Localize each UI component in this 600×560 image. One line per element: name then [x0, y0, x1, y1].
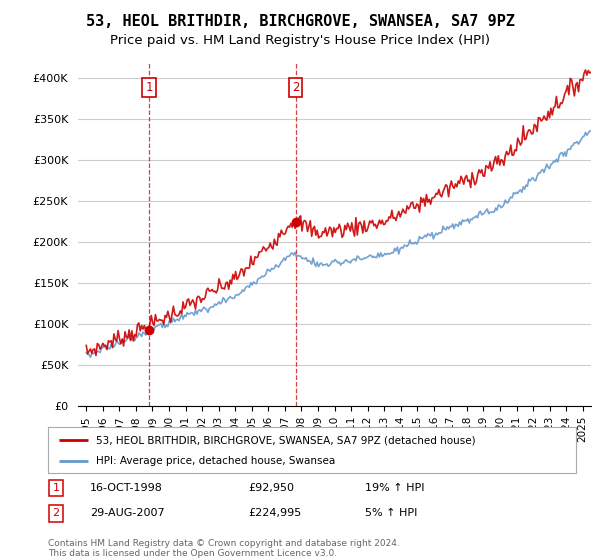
Text: 1: 1 — [52, 483, 59, 493]
Text: £92,950: £92,950 — [248, 483, 295, 493]
Text: 53, HEOL BRITHDIR, BIRCHGROVE, SWANSEA, SA7 9PZ: 53, HEOL BRITHDIR, BIRCHGROVE, SWANSEA, … — [86, 14, 514, 29]
Text: 1: 1 — [145, 81, 153, 94]
Text: 53, HEOL BRITHDIR, BIRCHGROVE, SWANSEA, SA7 9PZ (detached house): 53, HEOL BRITHDIR, BIRCHGROVE, SWANSEA, … — [95, 435, 475, 445]
Text: 16-OCT-1998: 16-OCT-1998 — [90, 483, 163, 493]
Text: Contains HM Land Registry data © Crown copyright and database right 2024.
This d: Contains HM Land Registry data © Crown c… — [48, 539, 400, 558]
Text: £224,995: £224,995 — [248, 508, 302, 519]
Text: 29-AUG-2007: 29-AUG-2007 — [90, 508, 165, 519]
Text: 5% ↑ HPI: 5% ↑ HPI — [365, 508, 417, 519]
Text: 2: 2 — [52, 508, 59, 519]
Text: 2: 2 — [292, 81, 299, 94]
Text: HPI: Average price, detached house, Swansea: HPI: Average price, detached house, Swan… — [95, 456, 335, 466]
Text: Price paid vs. HM Land Registry's House Price Index (HPI): Price paid vs. HM Land Registry's House … — [110, 34, 490, 46]
Text: 19% ↑ HPI: 19% ↑ HPI — [365, 483, 424, 493]
